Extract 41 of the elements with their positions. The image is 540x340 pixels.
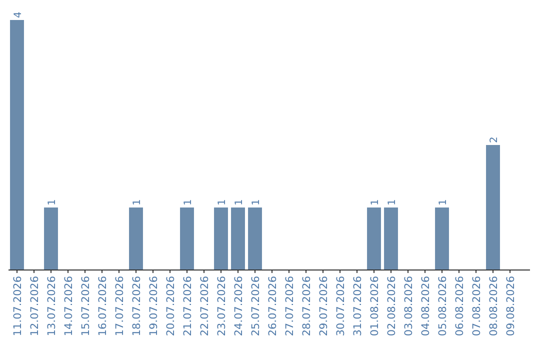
x-tick-label: 26.07.2026 [267,276,279,336]
x-tick-label: 22.07.2026 [199,276,211,336]
x-tick-label: 31.07.2026 [352,276,364,336]
x-tick-label: 15.07.2026 [80,276,92,336]
x-tick-label: 05.08.2026 [437,276,449,336]
data-label: 1 [217,199,228,206]
x-tick-label: 03.08.2026 [403,276,415,336]
x-tick-label: 12.07.2026 [29,276,41,336]
x-tick-label: 30.07.2026 [335,276,347,336]
x-tick-label: 01.08.2026 [369,276,381,336]
x-tick-label: 28.07.2026 [301,276,313,336]
x-tick-label: 16.07.2026 [97,276,109,336]
x-tick-label: 02.08.2026 [386,276,398,336]
x-tick-label: 21.07.2026 [182,276,194,336]
x-tick-label: 27.07.2026 [284,276,296,336]
data-label: 1 [234,199,245,206]
x-tick-label: 20.07.2026 [165,276,177,336]
x-tick-label: 09.08.2026 [505,276,517,336]
x-tick-label: 11.07.2026 [12,276,24,336]
x-tick-label: 18.07.2026 [131,276,143,336]
data-label: 4 [13,12,24,18]
data-label: 1 [132,199,143,206]
x-tick-label: 23.07.2026 [216,276,228,336]
data-label: 1 [387,199,398,206]
x-tick-label: 07.08.2026 [471,276,483,336]
x-tick-label: 29.07.2026 [318,276,330,336]
data-label: 1 [438,199,449,206]
data-label: 1 [251,199,262,206]
data-label: 1 [47,199,58,206]
x-tick-label: 25.07.2026 [250,276,262,336]
x-tick-label: 06.08.2026 [454,276,466,336]
x-tick-label: 19.07.2026 [148,276,160,336]
x-tick-label: 08.08.2026 [488,276,500,336]
data-label: 2 [489,136,500,143]
x-tick-label: 24.07.2026 [233,276,245,336]
data-label: 1 [370,199,381,206]
x-tick-label: 13.07.2026 [46,276,58,336]
x-tick-label: 14.07.2026 [63,276,75,336]
data-label: 1 [183,199,194,206]
x-tick-label: 17.07.2026 [114,276,126,336]
x-tick-label: 04.08.2026 [420,276,432,336]
